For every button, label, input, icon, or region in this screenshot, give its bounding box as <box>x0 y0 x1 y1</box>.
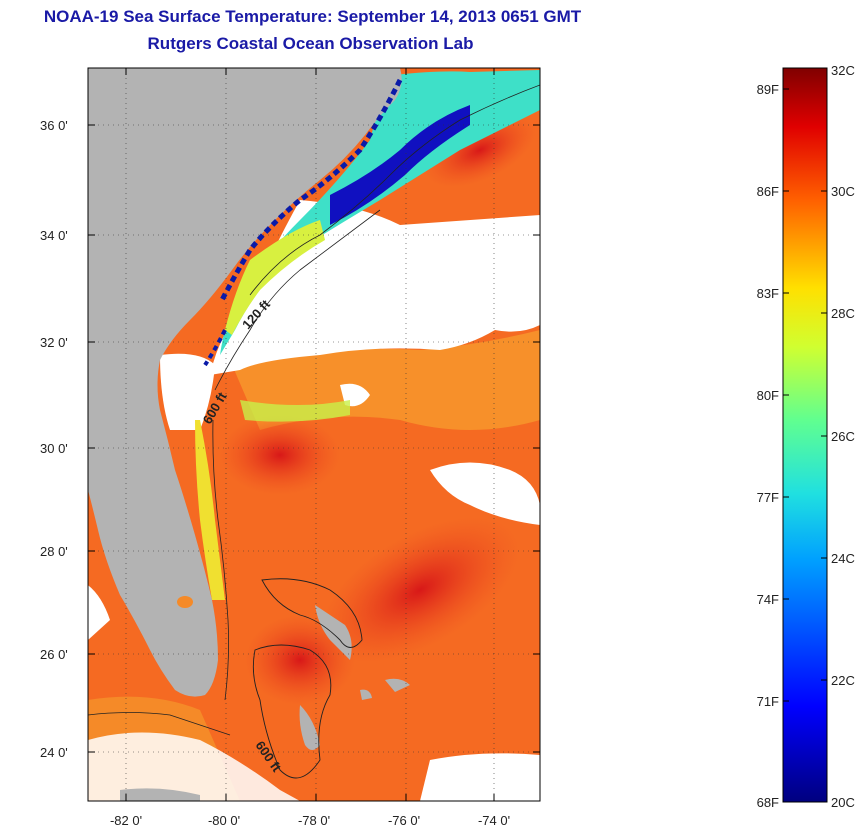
lon-tick-label: -78 0' <box>298 813 330 828</box>
lat-tick-label: 26 0' <box>40 647 68 662</box>
lat-tick-label: 36 0' <box>40 118 68 133</box>
lat-tick-label: 34 0' <box>40 228 68 243</box>
colorbar-f-label: 77F <box>757 490 779 505</box>
warm-core <box>320 517 520 663</box>
colorbar-c-label: 20C <box>831 795 855 810</box>
lon-tick-label: -82 0' <box>110 813 142 828</box>
colorbar-f-label: 71F <box>757 694 779 709</box>
colorbar <box>782 67 828 803</box>
isobath-contour <box>88 712 231 736</box>
isobath-contour <box>214 209 381 391</box>
lat-tick-label: 24 0' <box>40 745 68 760</box>
isobath-contour <box>261 578 363 648</box>
bahamas-island <box>315 605 352 660</box>
lon-tick-label: -80 0' <box>208 813 240 828</box>
colorbar-f-label: 86F <box>757 184 779 199</box>
cloud-mask <box>160 353 215 430</box>
map-frame <box>87 67 541 802</box>
lon-tick-label: -74 0' <box>478 813 510 828</box>
lat-tick-label: 30 0' <box>40 441 68 456</box>
cloud-mask <box>420 753 540 801</box>
colorbar-f-label: 89F <box>757 82 779 97</box>
warm-core <box>245 615 355 705</box>
map-plot-area <box>88 68 540 801</box>
colorbar-f-label: 74F <box>757 592 779 607</box>
lat-tick-label: 28 0' <box>40 544 68 559</box>
colorbar-c-label: 28C <box>831 306 855 321</box>
land-southeast-us <box>88 68 402 697</box>
colorbar-c-label: 32C <box>831 63 855 78</box>
warm-core <box>220 415 340 495</box>
coastal-warm-band <box>225 220 325 335</box>
colorbar-f-label: 80F <box>757 388 779 403</box>
colorbar-f-label: 83F <box>757 286 779 301</box>
bahamas-island <box>360 689 372 700</box>
lon-tick-label: -76 0' <box>388 813 420 828</box>
colorbar-c-label: 26C <box>831 429 855 444</box>
colorbar-f-label: 68F <box>757 795 779 810</box>
colorbar-c-label: 22C <box>831 673 855 688</box>
colorbar-c-label: 24C <box>831 551 855 566</box>
colorbar-c-label: 30C <box>831 184 855 199</box>
coastal-warm-band <box>240 400 350 422</box>
cloud-mask <box>88 732 300 801</box>
cloud-mask <box>88 585 110 640</box>
bahamas-island <box>385 678 410 692</box>
colorbar-ticks <box>783 88 827 702</box>
bahamas-island <box>299 705 320 750</box>
cuba-coast <box>120 788 200 801</box>
coastal-cold-speckle <box>219 78 403 302</box>
map-subtitle: Rutgers Coastal Ocean Observation Lab <box>147 34 474 53</box>
map-title: NOAA-19 Sea Surface Temperature: Septemb… <box>43 7 582 26</box>
coastal-cool-water <box>220 70 540 355</box>
isobath-contour <box>252 644 332 779</box>
lake-okeechobee <box>177 596 193 608</box>
coastal-warm-band <box>195 420 225 600</box>
isobath-contour <box>249 84 540 296</box>
lat-tick-label: 32 0' <box>40 335 68 350</box>
coastal-cold-speckle <box>203 329 227 367</box>
cloud-mask <box>430 462 540 525</box>
graticule <box>88 68 540 801</box>
axis-ticks <box>88 68 540 801</box>
